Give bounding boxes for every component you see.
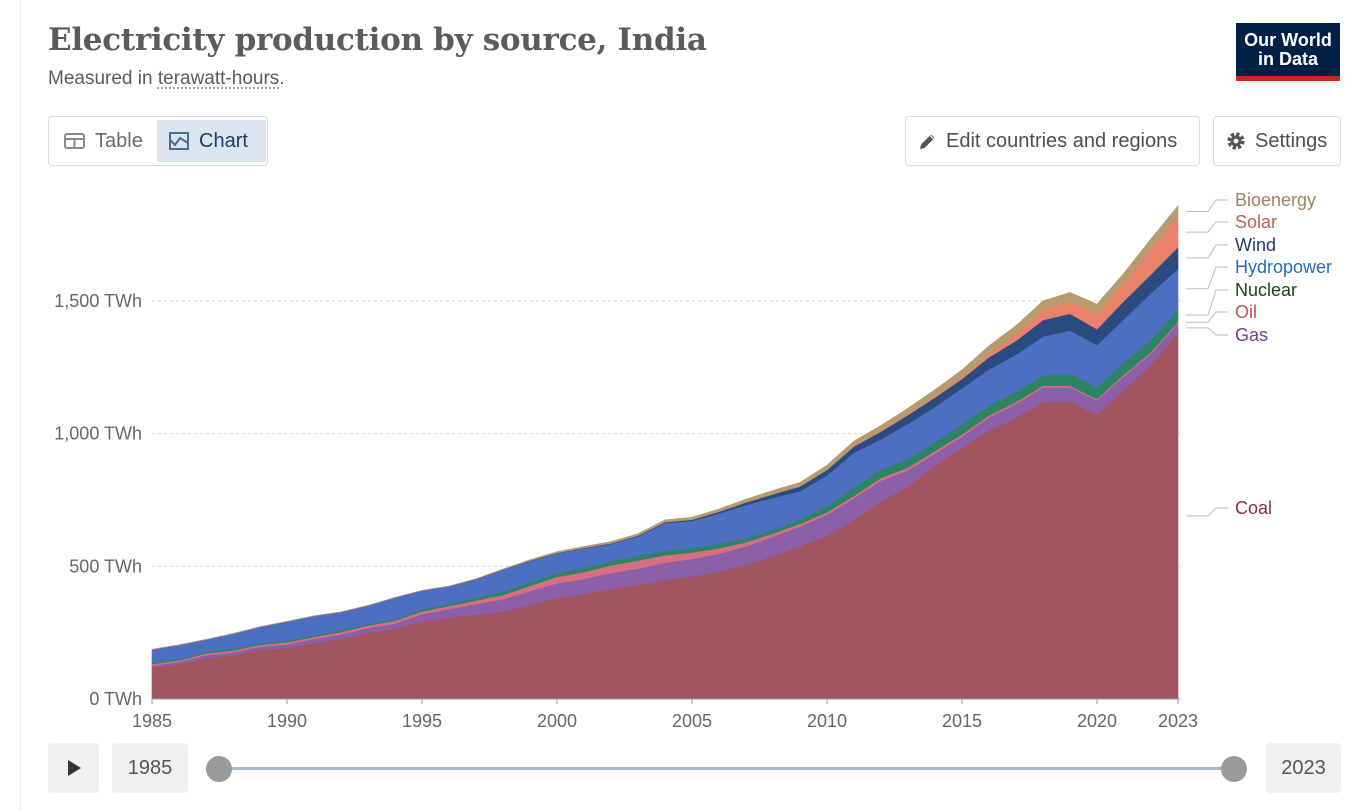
timeline-end-year[interactable]: 2023 [1266, 743, 1341, 793]
x-tick-label: 1995 [402, 711, 442, 731]
subtitle-prefix: Measured in [48, 68, 158, 89]
page-left-rule [20, 0, 21, 810]
settings-button[interactable]: Settings [1213, 116, 1341, 166]
edit-countries-label: Edit countries and regions [946, 129, 1178, 152]
pencil-icon [920, 134, 935, 149]
edit-countries-button[interactable]: Edit countries and regions [905, 116, 1200, 166]
chart-subtitle: Measured in terawatt-hours. [48, 68, 285, 90]
timeline-end-handle[interactable] [1221, 756, 1247, 782]
legend-connector [1186, 221, 1228, 233]
owid-logo[interactable]: Our World in Data [1236, 23, 1340, 81]
tab-chart-label: Chart [199, 129, 248, 152]
legend-label-gas: Gas [1235, 325, 1268, 345]
play-button[interactable] [48, 743, 99, 793]
gear-icon [1227, 132, 1245, 150]
legend-label-hydropower: Hydropower [1235, 257, 1332, 277]
tab-chart[interactable]: Chart [157, 120, 266, 162]
area-bioenergy [151, 205, 1179, 650]
y-tick-label: 1,500 TWh [54, 291, 142, 311]
settings-label: Settings [1255, 129, 1328, 152]
legend-label-wind: Wind [1235, 235, 1276, 255]
stacked-area-chart: 0 TWh 500 TWh 1,000 TWh 1,500 TWh 1985 1990 19… [54, 190, 1332, 731]
y-tick-label: 0 TWh [89, 689, 142, 709]
play-icon [67, 760, 81, 776]
y-tick-label: 1,000 TWh [54, 424, 142, 444]
legend-connector [1186, 311, 1228, 323]
legend-label-bioenergy: Bioenergy [1235, 190, 1316, 210]
legend-connector [1186, 244, 1228, 259]
timeline-start-handle[interactable] [206, 756, 232, 782]
table-icon [64, 133, 85, 149]
x-tick-label: 2000 [537, 711, 577, 731]
view-tabs: Table Chart [48, 116, 268, 166]
logo-line-2: in Data [1257, 49, 1318, 69]
legend-connector [1186, 289, 1228, 316]
legend-label-coal: Coal [1235, 498, 1272, 518]
x-tick-label: 2023 [1158, 711, 1198, 731]
x-tick-label: 2010 [807, 711, 847, 731]
x-tick-label: 1985 [132, 711, 172, 731]
legend-label-solar: Solar [1235, 212, 1277, 232]
logo-red-bar [1236, 76, 1340, 81]
legend-connector [1186, 507, 1228, 517]
timeline-start-year[interactable]: 1985 [112, 743, 188, 793]
tab-table-label: Table [95, 129, 143, 152]
x-tick-label: 1990 [267, 711, 307, 731]
timeline-track[interactable] [219, 767, 1234, 770]
x-tick-label: 2015 [942, 711, 982, 731]
chart-title: Electricity production by source, India [48, 22, 707, 58]
logo-line-1: Our World [1244, 30, 1332, 50]
chart-icon [169, 132, 189, 150]
legend-connector [1186, 266, 1228, 290]
subtitle-suffix: . [279, 68, 285, 89]
unit-link[interactable]: terawatt-hours [157, 68, 280, 89]
legend-label-nuclear: Nuclear [1235, 280, 1297, 300]
legend-connector [1186, 327, 1228, 336]
legend-connector [1186, 199, 1228, 212]
x-tick-label: 2005 [672, 711, 712, 731]
x-tick-label: 2020 [1077, 711, 1117, 731]
y-tick-label: 500 TWh [69, 556, 142, 576]
tab-table[interactable]: Table [52, 120, 156, 162]
legend-label-oil: Oil [1235, 302, 1257, 322]
